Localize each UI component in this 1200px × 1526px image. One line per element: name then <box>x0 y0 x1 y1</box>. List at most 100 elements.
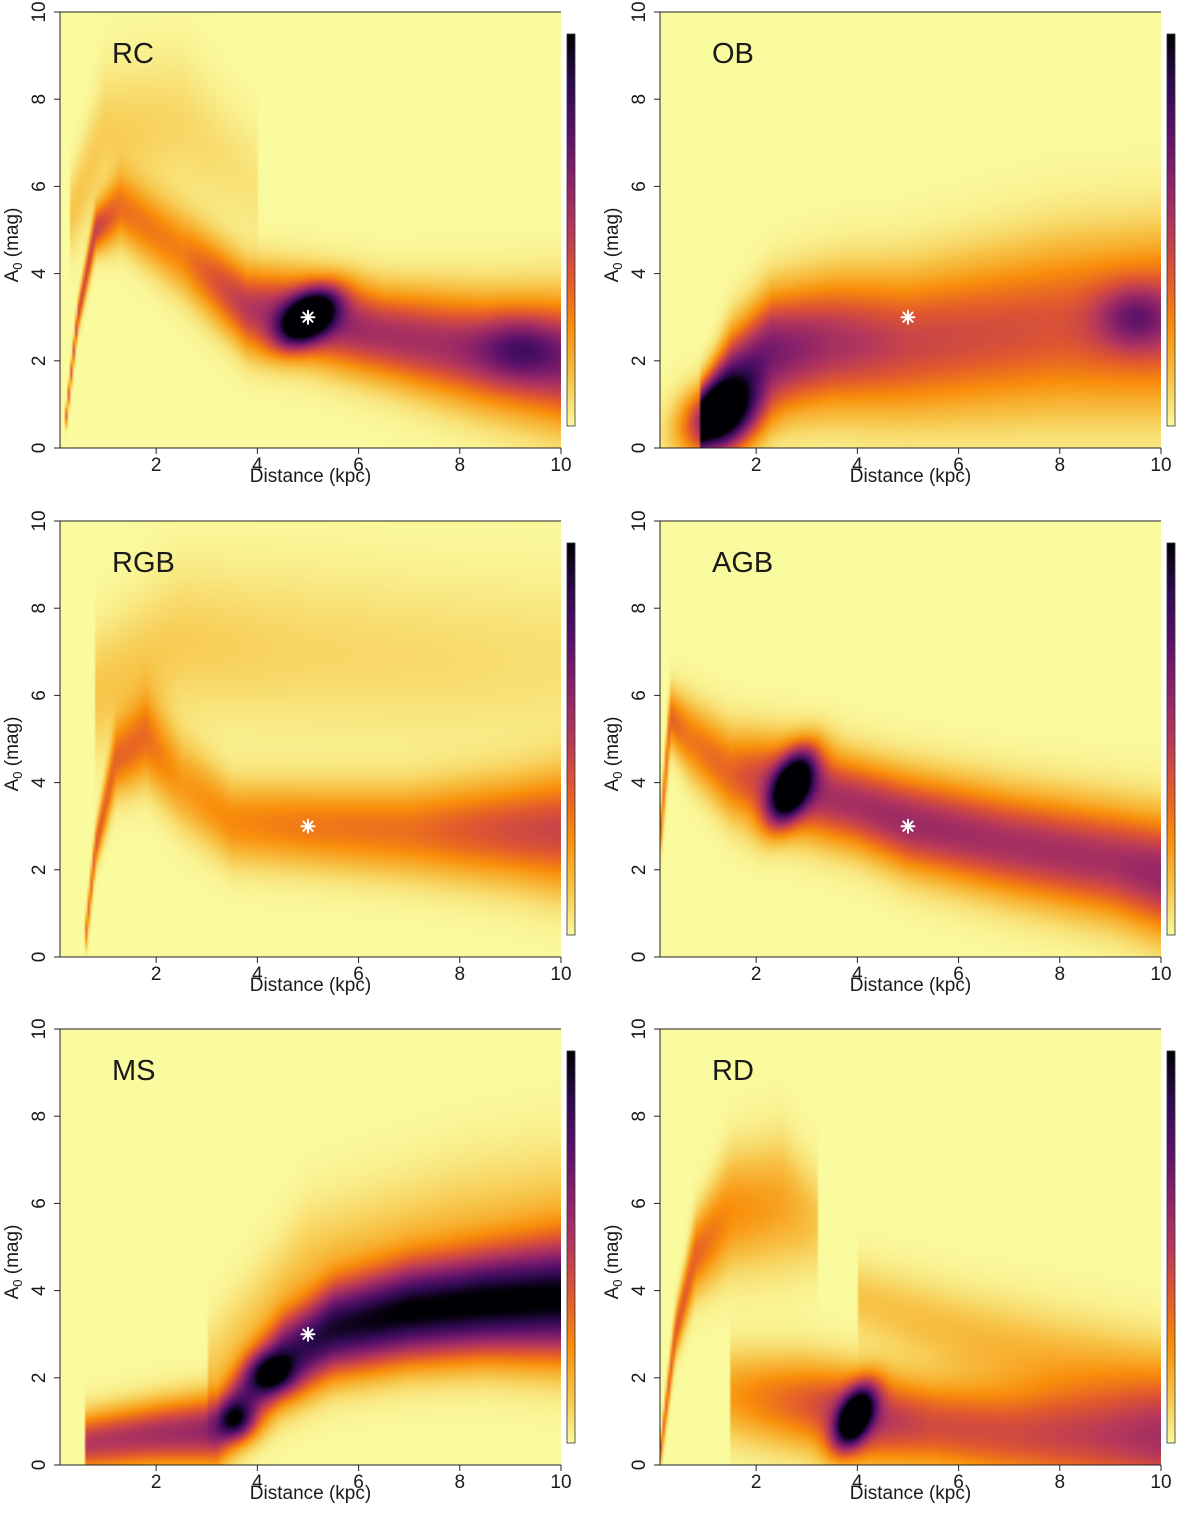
y-axis-label-subscript: 0 <box>10 262 25 269</box>
panel-label: RD <box>712 1055 754 1087</box>
heatmap-raster <box>60 12 561 448</box>
heatmap-raster <box>660 1029 1161 1466</box>
y-tick-label: 6 <box>29 181 50 192</box>
y-tick-label: 2 <box>629 356 650 367</box>
star-marker <box>300 309 316 325</box>
y-axis-label: A0 (mag) <box>602 716 625 791</box>
x-axis-label: Distance (kpc) <box>250 466 371 487</box>
y-tick-label: 4 <box>629 1285 650 1296</box>
x-tick-label: 6 <box>353 1472 364 1493</box>
star-marker <box>900 309 916 325</box>
y-axis-label-unit: (mag) <box>602 1225 623 1280</box>
panel-agb: 2 4 6 8 10 0 2 4 6 8 10 Distance (kpc) A0 (mag) AGB <box>600 509 1200 1017</box>
y-tick-label: 10 <box>29 1019 50 1040</box>
y-tick-label: 6 <box>629 690 650 701</box>
color-bar <box>1166 1050 1176 1444</box>
y-axis-label-unit: (mag) <box>2 208 23 263</box>
color-bar <box>1166 542 1176 936</box>
y-axis-label-unit: (mag) <box>2 1225 23 1280</box>
x-tick-label: 8 <box>454 1472 465 1493</box>
y-tick-label: 6 <box>29 1198 50 1209</box>
y-tick-label: 8 <box>29 94 50 105</box>
y-tick-label: 6 <box>29 690 50 701</box>
x-tick-label: 4 <box>852 1472 863 1493</box>
x-tick-label: 2 <box>151 1472 162 1493</box>
x-tick-label: 2 <box>751 964 762 985</box>
y-tick-label: 8 <box>29 1111 50 1122</box>
star-marker <box>900 818 916 834</box>
panel-ms: 2 4 6 8 10 0 2 4 6 8 10 Distance (kpc) A0 (mag) MS <box>0 1017 600 1525</box>
x-axis-label: Distance (kpc) <box>250 1483 371 1504</box>
x-tick-label: 8 <box>1054 1472 1065 1493</box>
y-tick-label: 2 <box>29 356 50 367</box>
x-tick-label: 6 <box>953 964 964 985</box>
y-axis-label-subscript: 0 <box>610 1280 625 1287</box>
y-tick-label: 8 <box>629 1111 650 1122</box>
y-tick-label: 8 <box>629 603 650 614</box>
x-tick-label: 4 <box>252 455 263 476</box>
y-tick-label: 0 <box>29 951 50 962</box>
y-axis-label: A0 (mag) <box>602 1225 625 1300</box>
heatmap-raster <box>660 12 1161 448</box>
y-tick-label: 2 <box>29 1373 50 1384</box>
y-tick-label: 0 <box>29 443 50 454</box>
x-tick-label: 4 <box>252 964 263 985</box>
y-axis-label-main: A <box>602 269 623 282</box>
y-axis-label-unit: (mag) <box>602 716 623 771</box>
y-axis-label: A0 (mag) <box>602 208 625 283</box>
y-tick-label: 10 <box>629 1019 650 1040</box>
y-tick-label: 4 <box>629 777 650 788</box>
heatmap-raster <box>660 520 1161 957</box>
x-tick-label: 2 <box>151 964 162 985</box>
y-tick-label: 6 <box>629 181 650 192</box>
x-tick-label: 4 <box>852 455 863 476</box>
y-tick-label: 10 <box>629 510 650 531</box>
x-tick-label: 10 <box>550 964 571 985</box>
y-tick-label: 4 <box>29 1285 50 1296</box>
color-bar <box>1166 33 1176 427</box>
y-tick-label: 0 <box>629 443 650 454</box>
y-axis-label-subscript: 0 <box>610 262 625 269</box>
heatmap-raster <box>60 520 561 957</box>
panel-ob: 2 4 6 8 10 0 2 4 6 8 10 Distance (kpc) A0 (mag) OB <box>600 0 1200 508</box>
y-axis-label-main: A <box>602 1287 623 1300</box>
y-tick-label: 10 <box>29 510 50 531</box>
panel-rd: 2 4 6 8 10 0 2 4 6 8 10 Distance (kpc) A0 (mag) RD <box>600 1017 1200 1525</box>
y-axis-label: A0 (mag) <box>2 208 25 283</box>
y-axis-label-subscript: 0 <box>610 771 625 778</box>
y-tick-label: 4 <box>29 268 50 279</box>
y-tick-label: 2 <box>629 1373 650 1384</box>
y-axis-label-main: A <box>2 778 23 791</box>
panel-label: MS <box>112 1055 156 1087</box>
y-tick-label: 10 <box>29 1 50 22</box>
x-tick-label: 8 <box>454 455 465 476</box>
color-bar <box>566 1050 576 1444</box>
x-tick-label: 2 <box>751 1472 762 1493</box>
x-tick-label: 10 <box>1150 1472 1171 1493</box>
y-tick-label: 0 <box>29 1460 50 1471</box>
y-axis-label-unit: (mag) <box>602 208 623 263</box>
x-tick-label: 6 <box>353 964 364 985</box>
y-axis-label: A0 (mag) <box>2 1225 25 1300</box>
x-tick-label: 2 <box>151 455 162 476</box>
y-axis-label-main: A <box>2 269 23 282</box>
panel-rgb: 2 4 6 8 10 0 2 4 6 8 10 Distance (kpc) A0 (mag) RGB <box>0 509 600 1017</box>
y-axis-label-main: A <box>602 778 623 791</box>
panel-label: OB <box>712 38 754 70</box>
y-tick-label: 4 <box>629 268 650 279</box>
star-marker <box>300 818 316 834</box>
y-axis-label-subscript: 0 <box>10 771 25 778</box>
x-tick-label: 4 <box>252 1472 263 1493</box>
y-tick-label: 4 <box>29 777 50 788</box>
y-axis-label: A0 (mag) <box>2 716 25 791</box>
x-axis-label: Distance (kpc) <box>850 1483 971 1504</box>
x-tick-label: 8 <box>1054 455 1065 476</box>
panel-rc: 2 4 6 8 10 0 2 4 6 8 10 Distance (kpc) A0 (mag) RC <box>0 0 600 508</box>
